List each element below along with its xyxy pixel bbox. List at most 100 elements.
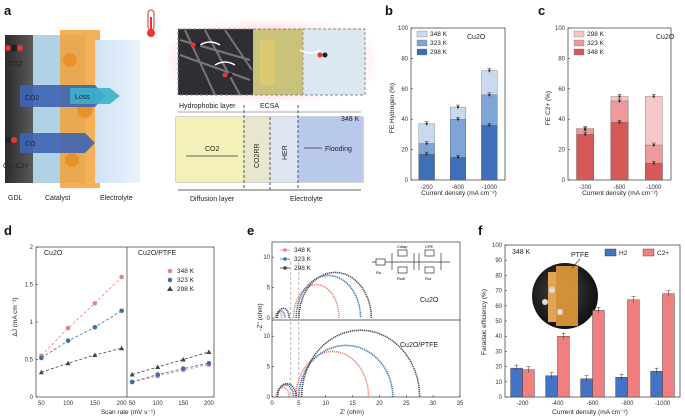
b-ytick-label: 100 xyxy=(398,26,409,32)
c-point xyxy=(583,133,587,136)
e-xtick-label: 20 xyxy=(376,401,383,407)
d-legend-label: 323 K xyxy=(177,277,195,284)
d-left-fit-line xyxy=(41,347,122,373)
e-top-label: Cu2O xyxy=(420,297,439,304)
e-xlabel: Z' (ohm) xyxy=(340,409,364,416)
e-bottom-arc xyxy=(300,329,421,398)
molecule-icon xyxy=(5,44,23,52)
f-bar xyxy=(557,336,570,398)
c-bar xyxy=(610,122,629,181)
b-ytick-label: 60 xyxy=(401,87,408,93)
f-xtick-label: -1000 xyxy=(655,401,671,407)
c-point xyxy=(618,99,621,103)
d-left-fit-line xyxy=(41,276,122,357)
zone-label-flooding: Flooding xyxy=(325,146,352,153)
b-ytick-label: 20 xyxy=(401,148,408,154)
e-top-arc xyxy=(298,271,373,319)
b-ylabel: FE Hydrogen (%) xyxy=(389,83,396,133)
c-material: Cu2O xyxy=(656,34,675,41)
b-legend-swatch xyxy=(416,48,428,56)
circuit-rct: Rct xyxy=(425,276,432,281)
ptfe-sphere-inset xyxy=(532,258,598,329)
d-right-point xyxy=(155,372,161,377)
e-ytick-label: 10 xyxy=(263,334,270,340)
d-left-point xyxy=(65,360,71,366)
f-legend-label: H2 xyxy=(619,250,628,257)
capacitor-icon xyxy=(397,249,408,257)
zone-co2 xyxy=(176,117,244,182)
b-ytick-label: 0 xyxy=(405,178,409,184)
e-top-arc xyxy=(275,309,286,319)
c-ytick-label: 20 xyxy=(558,148,565,154)
catalyst-strip xyxy=(556,266,578,326)
label-c1-c2: C1, C2+ xyxy=(3,163,29,170)
panel-e-chart: 0 5 10 15 20 25 30 35 0 5 10 0 5 10 348 K 323 K 298 K xyxy=(263,241,464,407)
label-electrolyte-axis: Electrolyte xyxy=(290,196,323,203)
e-frame xyxy=(271,241,461,398)
c-ytick-label: 40 xyxy=(558,117,565,123)
d-right-title: Cu2O/PTFE xyxy=(138,250,176,257)
c-bar xyxy=(645,163,663,181)
d-left-title: Cu2O xyxy=(44,250,63,257)
label-co2-top: CO2 xyxy=(8,61,23,68)
f-legend-label: C2+ xyxy=(657,250,669,257)
f-bar xyxy=(662,293,675,398)
panel-b-label: b xyxy=(385,3,393,18)
d-right-point xyxy=(180,357,186,362)
d-xtick-label: 150 xyxy=(90,401,101,407)
b-point xyxy=(488,69,491,72)
f-xtick-label: -400 xyxy=(551,401,564,407)
resistor-icon xyxy=(375,258,386,266)
d-legend-marker xyxy=(167,268,173,274)
d-ytick-label: 0 xyxy=(30,395,34,401)
flow-arrow xyxy=(214,61,236,66)
b-legend-label: 298 K xyxy=(430,49,448,56)
d-xtick-label: 100 xyxy=(153,401,164,407)
zone-label-her: HER xyxy=(282,145,289,160)
f-ytick-label: 20 xyxy=(495,365,502,371)
c-legend-label: 298 K xyxy=(587,31,605,38)
panel-e-label: e xyxy=(247,223,254,238)
e-legend-label: 323 K xyxy=(294,256,312,263)
f-ytick-label: 60 xyxy=(495,304,502,310)
d-xtick-label: 50 xyxy=(38,401,45,407)
e-ytick-label: 5 xyxy=(267,365,271,371)
d-legend-marker xyxy=(167,286,173,291)
zone-label-co2: CO2 xyxy=(205,146,220,153)
c-ylabel: FE C2+ (%) xyxy=(545,91,552,125)
d-left-point xyxy=(38,369,44,375)
d-xtick-label: 200 xyxy=(117,401,128,407)
label-co: CO xyxy=(25,141,36,148)
d-xtick-label: 50 xyxy=(129,401,136,407)
c-point xyxy=(652,162,656,165)
e-xtick-label: 15 xyxy=(349,401,356,407)
label-hydrophobic: Hydrophobic layer xyxy=(179,103,236,110)
fiber-lines xyxy=(179,29,253,96)
panel-c: c FE C2+ (%) Current density (mA cm⁻²) C… xyxy=(538,3,675,197)
circuit-rs: Rs xyxy=(376,270,381,275)
f-bar xyxy=(510,367,523,398)
gdl-layer xyxy=(5,35,33,183)
f-bar xyxy=(627,299,640,398)
f-xtick-label: -600 xyxy=(586,401,599,407)
circuit-cpe: CPE xyxy=(425,244,434,249)
panel-d-label: d xyxy=(4,223,12,238)
e-legend-marker xyxy=(283,248,287,252)
c-point xyxy=(618,95,621,98)
e-xtick-label: 25 xyxy=(403,401,410,407)
e-ytick-label: 0 xyxy=(267,316,271,322)
label-diffusion-layer: Diffusion layer xyxy=(190,196,235,203)
b-ytick-label: 80 xyxy=(401,56,408,62)
e-ytick-label: 5 xyxy=(267,286,271,292)
c-ytick-label: 100 xyxy=(555,26,566,32)
f-ytick-label: 100 xyxy=(492,243,503,249)
resistor-icon xyxy=(397,266,408,274)
e-top-arc xyxy=(292,283,340,319)
f-ytick-label: 0 xyxy=(499,395,503,401)
f-legend-swatch xyxy=(604,248,617,257)
d-right-point xyxy=(180,366,186,371)
c-point xyxy=(652,143,656,147)
c-legend-label: 323 K xyxy=(587,40,605,47)
e-xtick-label: 0 xyxy=(270,401,274,407)
e-xtick-label: 5 xyxy=(297,401,301,407)
